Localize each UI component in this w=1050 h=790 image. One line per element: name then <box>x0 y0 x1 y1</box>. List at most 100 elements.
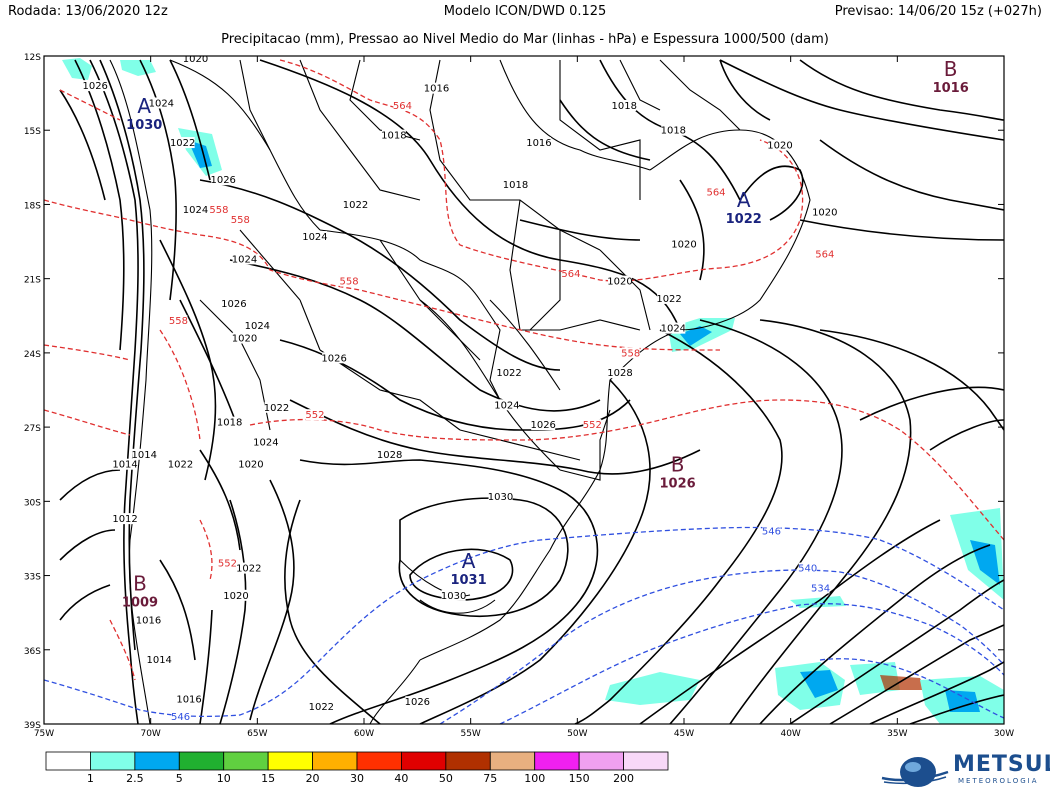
lat-label: 39S <box>24 721 41 731</box>
isobar-label-bg <box>245 320 270 332</box>
lon-label: 70W <box>140 729 160 739</box>
isobar-label: 1016 <box>136 616 161 627</box>
isobar-label-bg <box>232 332 257 344</box>
lon-label: 30W <box>994 729 1014 739</box>
high-center-letter: A <box>137 94 151 118</box>
thickness-labels: 5645645585585645645585585585525525525465… <box>169 99 834 723</box>
colorbar-label: 75 <box>483 772 497 785</box>
isobar-label: 1018 <box>381 131 406 142</box>
colorbar-label: 40 <box>394 772 408 785</box>
isobar-label-bg <box>672 238 696 250</box>
isobar-label: 1022 <box>264 403 289 414</box>
isobar-label: 1030 <box>441 591 466 602</box>
thickness-label-bg <box>209 203 228 215</box>
isobar-label: 1018 <box>661 126 686 137</box>
thickness-label-bg <box>171 711 190 723</box>
isobar-label: 1028 <box>607 368 632 379</box>
isobar-label-bg <box>147 654 172 666</box>
thickness-label: 546 <box>762 526 781 537</box>
isobar-label: 1024 <box>494 400 519 411</box>
isobar-label: 1020 <box>607 277 632 288</box>
logo-name: METSUL <box>953 752 1050 777</box>
thickness-label: 552 <box>583 420 602 431</box>
isobar-label-bg <box>113 513 138 525</box>
thickness-label-bg <box>811 582 830 594</box>
isobar-label-bg <box>381 129 406 141</box>
colorbar-label: 200 <box>613 772 634 785</box>
colorbar-swatch <box>178 751 225 771</box>
thickness-label-bg <box>231 213 250 225</box>
high-center-letter: A <box>737 188 751 212</box>
thickness-label-bg <box>621 347 640 359</box>
isobar-label: 1018 <box>217 418 242 429</box>
high-center-letter: A <box>462 549 476 573</box>
thickness-label-bg <box>762 525 781 537</box>
isobar-label-bg <box>183 56 208 64</box>
isobar-label-bg <box>232 253 257 265</box>
isobar-label: 1022 <box>343 200 368 211</box>
thickness-label-bg <box>815 248 834 260</box>
precipitation-layer <box>62 58 1004 724</box>
colorbar-label: 15 <box>261 772 275 785</box>
map-subtitle: Precipitacao (mm), Pressao ao Nivel Medi… <box>221 32 829 47</box>
isobar-label: 1020 <box>223 591 248 602</box>
isobar-label: 1026 <box>405 697 430 708</box>
thickness-label: 564 <box>393 101 412 112</box>
isobar-label-bg <box>236 562 261 574</box>
isobar-label-bg <box>149 97 174 109</box>
isobar-label-bg <box>608 367 632 379</box>
isobar-labels: 1020 1026 1024 1016 1018 1018 1018 1016 1020 1022… <box>82 54 838 713</box>
isobar-label-bg <box>343 198 368 210</box>
colorbar-swatch <box>90 751 136 771</box>
isobar-label: 1026 <box>221 299 246 310</box>
isobar-label-bg <box>113 458 138 470</box>
isobar-label: 1022 <box>236 564 261 575</box>
thickness-label-bg <box>561 268 580 280</box>
lon-label: 75W <box>34 729 54 739</box>
lat-label: 21S <box>24 276 41 286</box>
isobar-label: 1024 <box>245 321 270 332</box>
thickness-label-bg <box>305 409 324 421</box>
thickness-label: 552 <box>218 559 237 570</box>
thickness-label: 558 <box>169 316 188 327</box>
thickness-label: 558 <box>209 205 228 216</box>
isobar-label: 1016 <box>526 138 551 149</box>
isobar-label-bg <box>322 352 347 364</box>
lon-label: 55W <box>460 729 480 739</box>
isobar-label: 1024 <box>661 324 686 335</box>
isobar-label: 1014 <box>132 450 157 461</box>
isobar-label: 1022 <box>309 702 334 713</box>
lat-label: 18S <box>24 201 41 211</box>
isobar-label: 1020 <box>671 240 696 251</box>
isobar-label: 1022 <box>656 294 681 305</box>
colorbar-label: 10 <box>217 772 231 785</box>
thickness-label-bg <box>393 99 412 111</box>
lat-label: 15S <box>24 127 41 137</box>
isobar-label: 1020 <box>232 334 257 345</box>
lat-label: 12S <box>24 53 41 63</box>
colorbar-label: 100 <box>524 772 545 785</box>
colorbar-swatch <box>134 751 180 771</box>
isobar-label: 1018 <box>612 101 637 112</box>
thickness-label: 558 <box>340 277 359 288</box>
isobar-label: 1014 <box>146 655 171 666</box>
isobar-label-bg <box>177 693 202 705</box>
isobar-label-bg <box>132 448 157 460</box>
colorbar-label: 2.5 <box>126 772 144 785</box>
isobar-label: 1020 <box>183 54 208 65</box>
logo-subtitle: METEOROLOGIA <box>958 777 1039 785</box>
isobar-label-bg <box>812 206 837 218</box>
isobar-label-bg <box>608 275 632 287</box>
isobar-label: 1026 <box>82 81 107 92</box>
isobar-lines <box>59 59 1004 724</box>
coastline-borders <box>109 59 811 724</box>
low-center-value: 1026 <box>660 477 696 492</box>
isobar-label-bg <box>83 80 108 92</box>
colorbar-label: 1 <box>87 772 94 785</box>
thickness-label: 534 <box>811 583 830 594</box>
isobar-label-bg <box>531 419 556 431</box>
isobar-label-bg <box>183 203 208 215</box>
isobar-label: 1028 <box>377 450 402 461</box>
